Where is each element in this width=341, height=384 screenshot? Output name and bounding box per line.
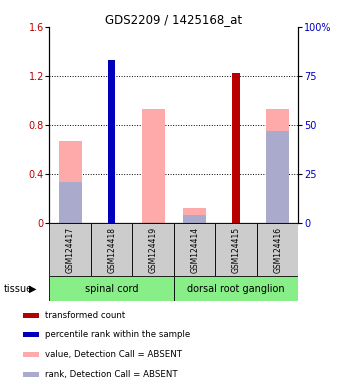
- Bar: [24, 352, 39, 357]
- Text: transformed count: transformed count: [45, 311, 125, 319]
- Text: GSM124415: GSM124415: [232, 227, 241, 273]
- Bar: [183, 215, 206, 223]
- Bar: [266, 131, 289, 223]
- Text: spinal cord: spinal cord: [85, 284, 138, 294]
- Bar: [183, 208, 206, 223]
- Bar: [91, 223, 132, 276]
- Text: dorsal root ganglion: dorsal root ganglion: [187, 284, 285, 294]
- Bar: [233, 73, 240, 223]
- Bar: [108, 60, 115, 223]
- Bar: [257, 223, 298, 276]
- Text: GSM124417: GSM124417: [66, 227, 75, 273]
- Bar: [108, 67, 115, 223]
- Bar: [59, 182, 81, 223]
- Text: value, Detection Call = ABSENT: value, Detection Call = ABSENT: [45, 350, 182, 359]
- Bar: [216, 223, 257, 276]
- Bar: [174, 276, 298, 301]
- Text: ▶: ▶: [29, 284, 36, 294]
- Text: GSM124414: GSM124414: [190, 227, 199, 273]
- Title: GDS2209 / 1425168_at: GDS2209 / 1425168_at: [105, 13, 242, 26]
- Text: percentile rank within the sample: percentile rank within the sample: [45, 330, 191, 339]
- Text: GSM124418: GSM124418: [107, 227, 116, 273]
- Text: tissue: tissue: [3, 284, 32, 294]
- Bar: [59, 141, 81, 223]
- Bar: [49, 223, 91, 276]
- Text: rank, Detection Call = ABSENT: rank, Detection Call = ABSENT: [45, 370, 178, 379]
- Bar: [24, 332, 39, 337]
- Text: GSM124419: GSM124419: [149, 227, 158, 273]
- Bar: [174, 223, 216, 276]
- Bar: [24, 313, 39, 318]
- Bar: [266, 109, 289, 223]
- Text: GSM124416: GSM124416: [273, 227, 282, 273]
- Bar: [142, 109, 165, 223]
- Bar: [132, 223, 174, 276]
- Bar: [49, 276, 174, 301]
- Bar: [24, 372, 39, 377]
